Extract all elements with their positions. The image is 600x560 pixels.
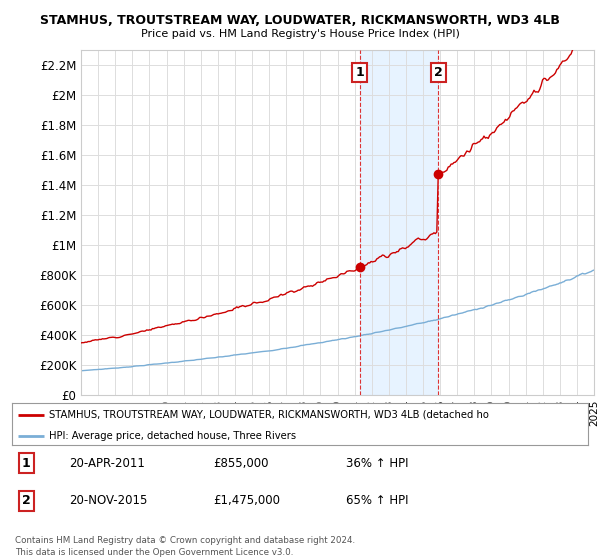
Text: STAMHUS, TROUTSTREAM WAY, LOUDWATER, RICKMANSWORTH, WD3 4LB (detached ho: STAMHUS, TROUTSTREAM WAY, LOUDWATER, RIC… <box>49 410 490 420</box>
Text: 20-NOV-2015: 20-NOV-2015 <box>70 494 148 507</box>
Text: 2: 2 <box>22 494 31 507</box>
Text: 1: 1 <box>355 66 364 79</box>
Text: Price paid vs. HM Land Registry's House Price Index (HPI): Price paid vs. HM Land Registry's House … <box>140 29 460 39</box>
Text: HPI: Average price, detached house, Three Rivers: HPI: Average price, detached house, Thre… <box>49 431 296 441</box>
Text: 65% ↑ HPI: 65% ↑ HPI <box>346 494 409 507</box>
Text: £855,000: £855,000 <box>214 457 269 470</box>
Text: 36% ↑ HPI: 36% ↑ HPI <box>346 457 409 470</box>
Text: STAMHUS, TROUTSTREAM WAY, LOUDWATER, RICKMANSWORTH, WD3 4LB: STAMHUS, TROUTSTREAM WAY, LOUDWATER, RIC… <box>40 14 560 27</box>
Text: 2: 2 <box>434 66 443 79</box>
Bar <box>360 50 439 395</box>
Text: £1,475,000: £1,475,000 <box>214 494 281 507</box>
Text: 1: 1 <box>22 457 31 470</box>
Text: 20-APR-2011: 20-APR-2011 <box>70 457 145 470</box>
Text: Contains HM Land Registry data © Crown copyright and database right 2024.
This d: Contains HM Land Registry data © Crown c… <box>15 536 355 557</box>
